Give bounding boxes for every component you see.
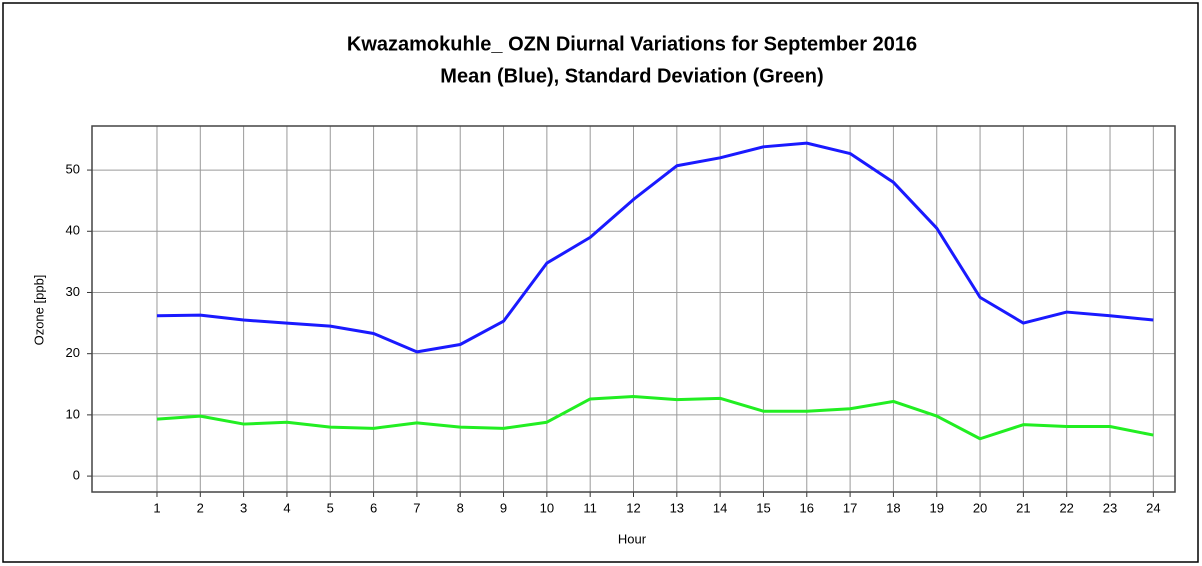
x-tick-label: 21 bbox=[1016, 500, 1030, 515]
x-axis-label: Hour bbox=[618, 531, 647, 546]
x-tick-label: 19 bbox=[930, 500, 944, 515]
x-tick-label: 8 bbox=[457, 500, 464, 515]
y-axis-label: Ozone [ppb] bbox=[31, 275, 46, 346]
data-line bbox=[156, 141, 1154, 354]
y-tick-label: 30 bbox=[66, 284, 80, 299]
x-tick-label: 23 bbox=[1103, 500, 1117, 515]
y-tick-label: 10 bbox=[66, 406, 80, 421]
y-tick-label: 50 bbox=[66, 162, 80, 177]
x-tick-label: 15 bbox=[756, 500, 770, 515]
x-tick-label: 4 bbox=[283, 500, 290, 515]
x-tick-label: 16 bbox=[800, 500, 814, 515]
x-tick-label: 13 bbox=[670, 500, 684, 515]
x-tick-label: 18 bbox=[886, 500, 900, 515]
data-line bbox=[156, 395, 1154, 441]
x-tick-label: 3 bbox=[240, 500, 247, 515]
x-tick-label: 24 bbox=[1146, 500, 1160, 515]
x-tick-label: 20 bbox=[973, 500, 987, 515]
x-tick-label: 5 bbox=[327, 500, 334, 515]
x-tick-label: 6 bbox=[370, 500, 377, 515]
x-tick-label: 10 bbox=[540, 500, 554, 515]
x-tick-label: 9 bbox=[500, 500, 507, 515]
x-tick-label: 12 bbox=[626, 500, 640, 515]
x-tick-label: 14 bbox=[713, 500, 727, 515]
x-tick-label: 2 bbox=[197, 500, 204, 515]
y-tick-label: 20 bbox=[66, 345, 80, 360]
chart-title: Kwazamokuhle_ OZN Diurnal Variations for… bbox=[347, 33, 917, 55]
y-tick-label: 40 bbox=[66, 223, 80, 238]
x-tick-label: 7 bbox=[413, 500, 420, 515]
plot-border bbox=[91, 125, 1176, 493]
x-tick-label: 17 bbox=[843, 500, 857, 515]
x-tick-label: 1 bbox=[153, 500, 160, 515]
y-tick-label: 0 bbox=[73, 468, 80, 483]
chart-subtitle: Mean (Blue), Standard Deviation (Green) bbox=[440, 65, 823, 87]
x-tick-label: 11 bbox=[583, 500, 597, 515]
x-tick-label: 22 bbox=[1059, 500, 1073, 515]
